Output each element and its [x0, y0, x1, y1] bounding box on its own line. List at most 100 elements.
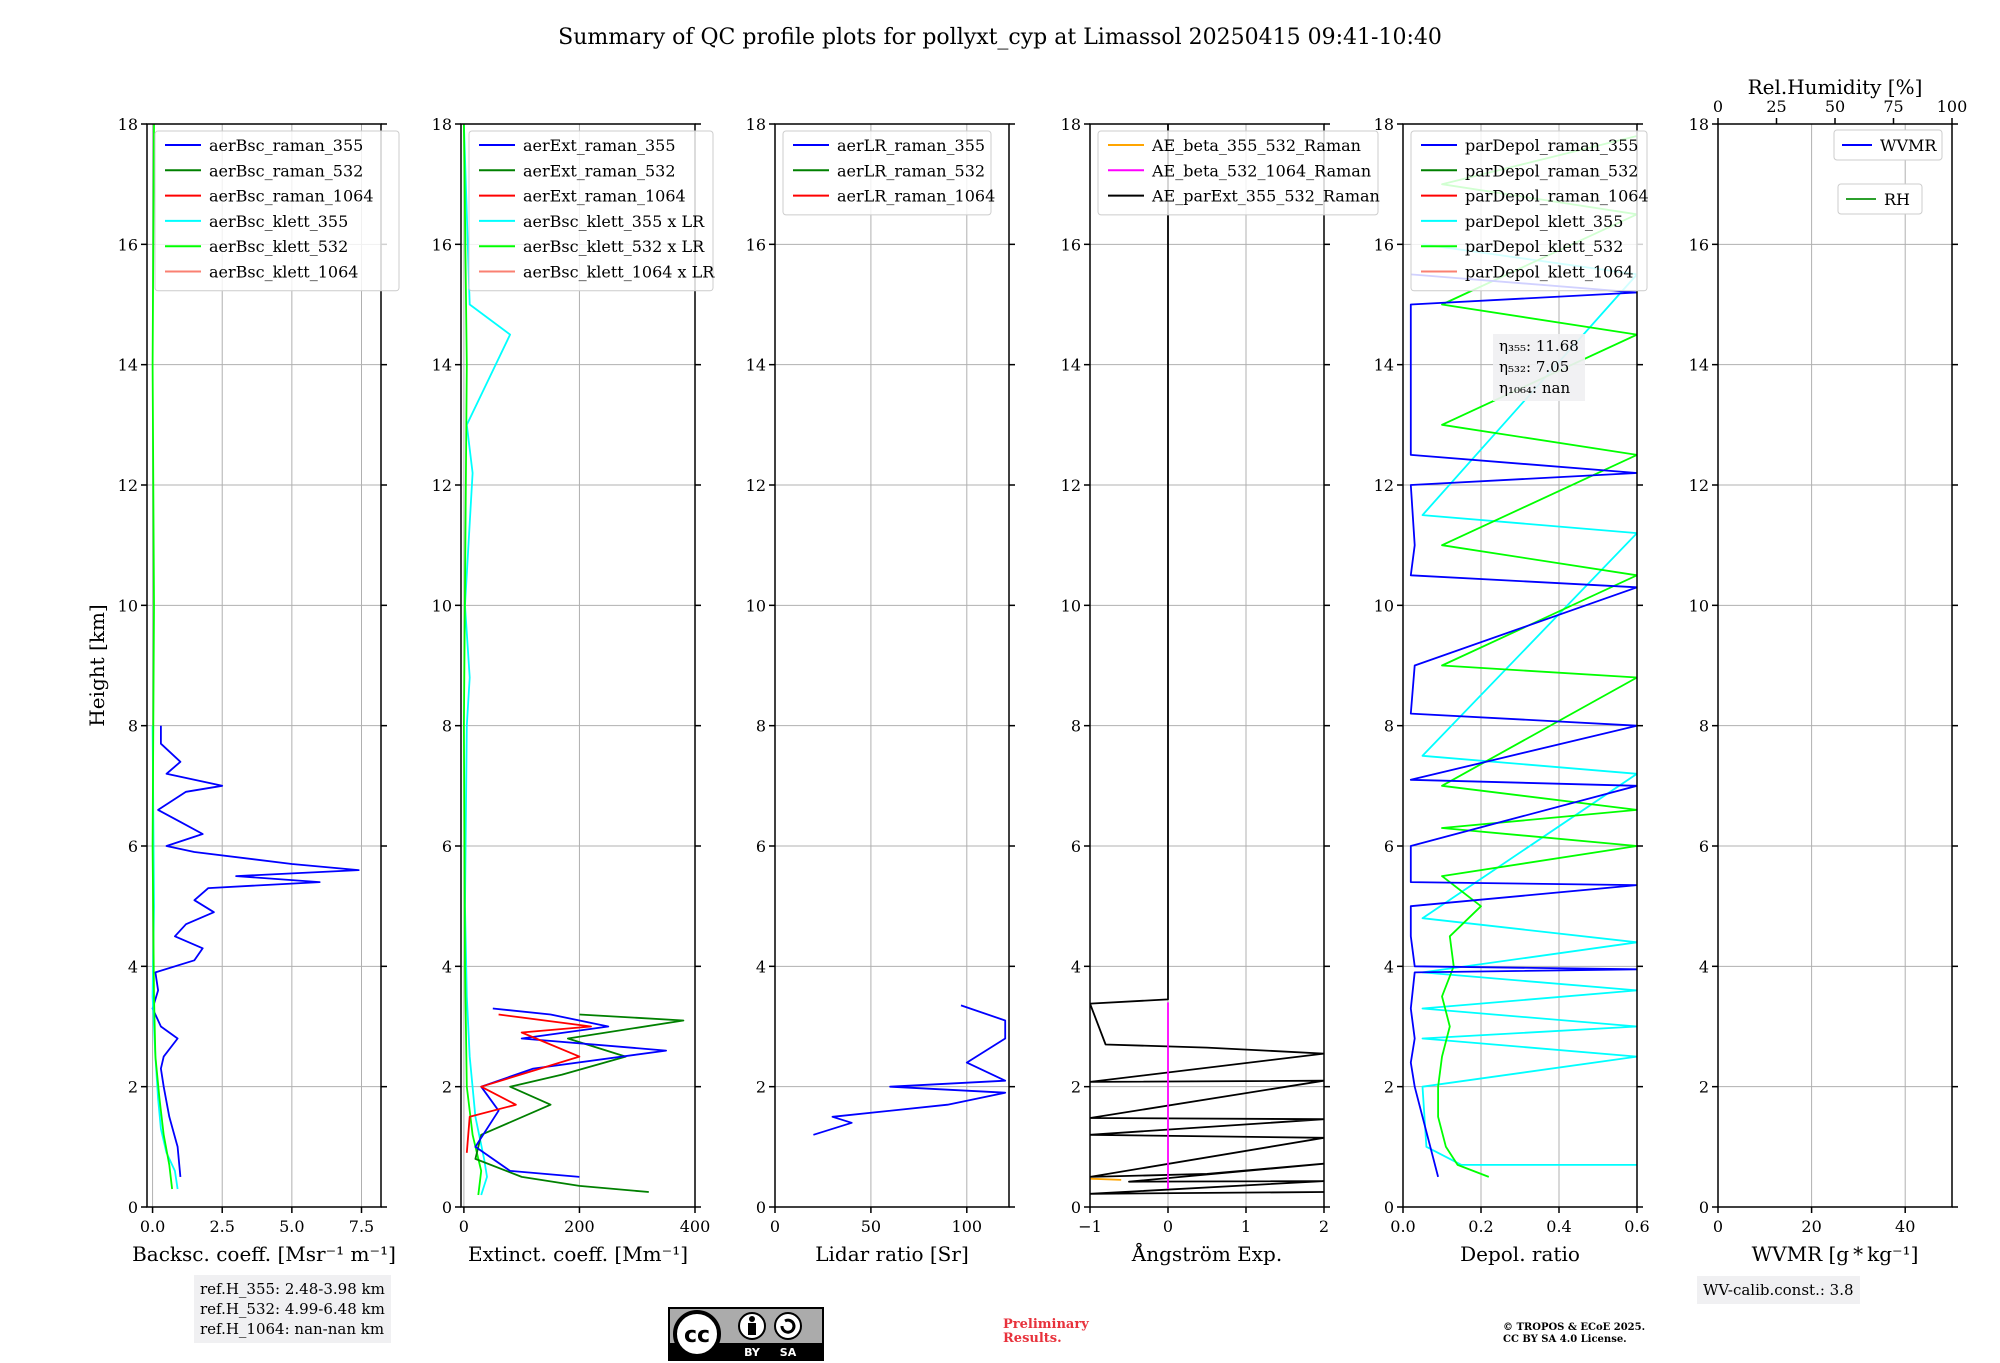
legend-label: aerBsc_klett_532 x LR [523, 237, 705, 256]
series-group [151, 124, 360, 1190]
x-tick-label: 0 [770, 1217, 780, 1236]
series-group [1409, 135, 1637, 1178]
y-tick-label: 18 [1689, 115, 1709, 134]
legend-label: aerBsc_raman_355 [209, 136, 363, 155]
cc-license-badge: cc BY SA [668, 1307, 824, 1361]
ref-height-355: ref.H_355: 2.48-3.98 km [200, 1280, 385, 1298]
y-tick-label: 10 [432, 596, 452, 615]
y-tick-label: 14 [746, 356, 766, 375]
x-tick-label: 400 [680, 1217, 711, 1236]
x-tick-label: 0.4 [1546, 1217, 1571, 1236]
y-tick-label: 6 [442, 837, 452, 856]
copyright-line-1: © TROPOS & ECoE 2025. [1503, 1322, 1646, 1333]
y-tick-label: 8 [128, 717, 138, 736]
figure-title: Summary of QC profile plots for pollyxt_… [558, 25, 1442, 50]
axes-frame [1717, 123, 1953, 1208]
series-group [462, 124, 685, 1196]
legend-label: aerBsc_klett_1064 x LR [523, 263, 715, 282]
eta-1064: η₁₀₆₄: nan [1499, 379, 1571, 397]
wv-calib-box: WV-calib.const.: 3.8 [1697, 1276, 1860, 1304]
by-person-body [748, 1323, 756, 1335]
x-tick-label: 5.0 [279, 1217, 304, 1236]
panel-depol: 0 2 4 6 8 10 12 14 16 18 0.0 0.2 0.4 0.6 Depol. ratio p… [1374, 115, 1650, 1266]
y-tick-label: 18 [118, 115, 138, 134]
y-tick-label: 2 [1384, 1078, 1394, 1097]
x-tick-label: 0.0 [1390, 1217, 1415, 1236]
y-tick-label: 2 [1071, 1078, 1081, 1097]
y-tick-label: 10 [1689, 596, 1709, 615]
y-tick-label: 12 [432, 476, 452, 495]
sa-arrow-path [780, 1318, 796, 1334]
preliminary-line-1: Preliminary [1003, 1317, 1089, 1332]
legend-label: aerExt_raman_1064 [523, 187, 686, 206]
legend-label: AE_beta_355_532_Raman [1151, 136, 1361, 155]
legend-label: parDepol_klett_355 [1465, 212, 1623, 231]
x-axis-label: Extinct. coeff. [Mm⁻¹] [468, 1242, 688, 1266]
y-tick-label: 18 [746, 115, 766, 134]
axes-frame [1089, 123, 1325, 1208]
cc-badge-graphic: cc BY SA [670, 1310, 822, 1359]
x-tick-label: 100 [952, 1217, 983, 1236]
top-x-tick-label: 25 [1766, 97, 1786, 116]
legend-label: aerBsc_klett_532 [209, 237, 348, 256]
cc-badge-text: cc [684, 1323, 710, 1348]
legend-box [154, 130, 400, 292]
legend-label: aerBsc_klett_355 x LR [523, 212, 705, 231]
ref-height-532: ref.H_532: 4.99-6.48 km [200, 1300, 385, 1318]
legend-label: WVMR [1880, 136, 1937, 155]
top-x-tick-label: 50 [1825, 97, 1845, 116]
y-tick-label: 6 [128, 837, 138, 856]
eta-532: η₅₃₂: 7.05 [1499, 358, 1570, 376]
series-line-aerBsc_klett_355 [151, 725, 179, 1190]
x-axis-label: Backsc. coeff. [Msr⁻¹ m⁻¹] [132, 1242, 396, 1266]
x-tick-label: 2.5 [209, 1217, 234, 1236]
y-tick-label: 8 [442, 717, 452, 736]
by-label: BY [744, 1346, 761, 1359]
legend-label: parDepol_raman_532 [1465, 161, 1638, 180]
y-tick-label: 4 [128, 957, 138, 976]
series-line-parDepol_klett_532 [1437, 135, 1637, 1178]
y-tick-label: 8 [756, 717, 766, 736]
y-tick-label: 10 [1374, 596, 1394, 615]
series-line-parDepol_klett_355 [1421, 243, 1637, 1166]
legend-label: RH [1884, 190, 1910, 209]
y-tick-label: 12 [118, 476, 138, 495]
y-tick-label: 16 [118, 235, 138, 254]
y-tick-label: 18 [1374, 115, 1394, 134]
x-tick-label: 0.2 [1468, 1217, 1493, 1236]
y-tick-label: 2 [1699, 1078, 1709, 1097]
x-tick-label: 20 [1801, 1217, 1821, 1236]
series-line-aerExt_raman_355 [474, 1007, 667, 1178]
axes-frame [1402, 123, 1638, 1208]
y-tick-label: 10 [746, 596, 766, 615]
y-tick-label: 16 [746, 235, 766, 254]
series-line-aerExt_raman_532 [474, 1013, 685, 1193]
y-tick-label: 0 [442, 1198, 452, 1217]
legend-label: parDepol_klett_532 [1465, 237, 1623, 256]
y-tick-label: 14 [118, 356, 138, 375]
series-line-aerLR_raman_355 [813, 1004, 1007, 1136]
y-tick-label: 12 [1374, 476, 1394, 495]
series-line-AE_parExt_355_532_Raman [1090, 124, 1324, 1195]
y-tick-label: 6 [756, 837, 766, 856]
y-tick-label: 0 [1071, 1198, 1081, 1217]
panel-lr: 0 2 4 6 8 10 12 14 16 18 0 50 100 Lidar ratio [Sr] aer… [746, 115, 1015, 1266]
legend: aerExt_raman_355 aerExt_raman_532 aerExt_r… [468, 130, 715, 292]
legend: aerLR_raman_355 aerLR_raman_532 aerLR_rama… [782, 130, 995, 216]
y-tick-label: 2 [756, 1078, 766, 1097]
x-tick-label: 1 [1241, 1217, 1251, 1236]
y-axis-label: Height [km] [85, 604, 109, 726]
top-x-tick-label: 75 [1883, 97, 1903, 116]
eta-box: η₃₅₅: 11.68 η₅₃₂: 7.05 η₁₀₆₄: nan [1493, 334, 1585, 401]
top-x-axis-label: Rel.Humidity [%] [1748, 75, 1923, 99]
series-line-aerBsc_klett_355 x LR [463, 124, 512, 1196]
legend-label: parDepol_raman_1064 [1465, 187, 1649, 206]
x-tick-label: 2 [1319, 1217, 1329, 1236]
x-tick-label: 0 [1713, 1217, 1723, 1236]
series-line-aerBsc_klett_532 x LR [462, 124, 483, 1196]
x-tick-label: 0 [459, 1217, 469, 1236]
y-tick-label: 8 [1699, 717, 1709, 736]
copyright-line-2: CC BY SA 4.0 License. [1503, 1334, 1627, 1345]
